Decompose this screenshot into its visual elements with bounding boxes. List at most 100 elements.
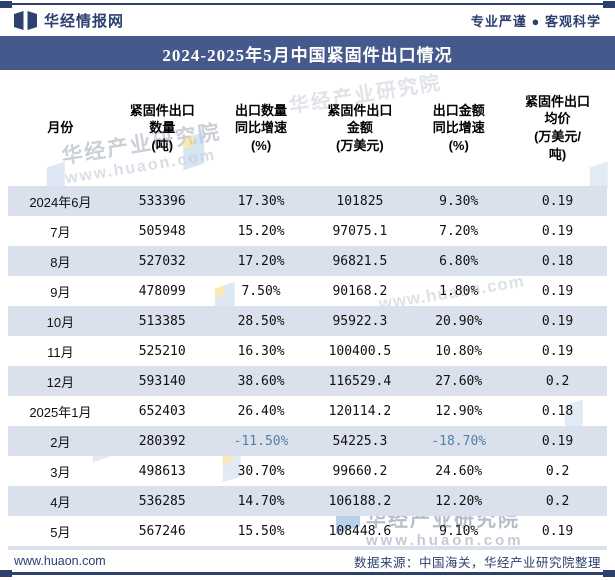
value-cell: 27.60% (409, 366, 509, 396)
month-cell: 10月 (8, 306, 113, 336)
brand-bar: 华经情报网 专业严谨 ● 客观科学 (0, 5, 615, 36)
value-cell: 30.70% (237, 463, 285, 479)
month-cell: 7月 (50, 224, 71, 240)
footer-data-source: 数据来源：中国海关，华经产业研究院整理 (353, 555, 601, 570)
value-cell: 536285 (112, 486, 212, 516)
value-cell: 0.19 (508, 306, 607, 336)
value-cell: 0.18 (541, 403, 574, 419)
table-header-row: 月份 紧固件出口 数量 (吨) 出口数量 同比增速 (%) 紧固件出口 金额 (万美元… (8, 70, 607, 186)
month-cell: 3月 (50, 464, 71, 480)
value-cell: 478099 (138, 283, 186, 299)
table-row: 9月 478099 7.50% 90168.2 1.80% 0.19 (8, 276, 607, 306)
table-row: 2025年1月 652403 26.40% 120114.2 12.90% 0.18 (8, 396, 607, 426)
value-cell: 101825 (310, 186, 410, 216)
value-cell: 10.80% (435, 343, 483, 359)
value-cell: 12.90% (435, 403, 483, 419)
value-cell: 7.20% (439, 223, 479, 239)
month-cell: 12月 (8, 366, 113, 396)
value-cell: 38.60% (211, 366, 311, 396)
value-cell: 6.80% (409, 246, 509, 276)
value-cell: 498613 (138, 463, 186, 479)
value-cell: 14.70% (211, 486, 311, 516)
value-cell: 16.30% (237, 343, 285, 359)
value-cell: 17.30% (211, 186, 311, 216)
value-cell: 24.60% (435, 463, 483, 479)
value-cell: 0.19 (541, 223, 574, 239)
huaon-book-logo-icon (14, 11, 37, 30)
month-cell: 9月 (50, 284, 71, 300)
month-cell: 2月 (8, 426, 113, 456)
value-cell: 0.18 (508, 246, 607, 276)
table-body: 2024年6月 533396 17.30% 101825 9.30% 0.19 7月 5059… (8, 186, 607, 546)
value-cell: 99660.2 (332, 463, 388, 479)
value-cell: 280392 (112, 426, 212, 456)
value-cell: 54225.3 (310, 426, 410, 456)
table-row: 10月 513385 28.50% 95922.3 20.90% 0.19 (8, 306, 607, 336)
footer-site-url: www.huaon.com (14, 554, 106, 568)
value-cell: 120114.2 (328, 403, 392, 419)
value-cell: 96821.5 (310, 246, 410, 276)
brand-slogan: 专业严谨 ● 客观科学 (470, 14, 601, 29)
table-row: 4月 536285 14.70% 106188.2 12.20% 0.2 (8, 486, 607, 516)
value-cell: 97075.1 (332, 223, 388, 239)
column-header-0: 月份 (47, 120, 74, 136)
value-cell: 9.10% (439, 523, 479, 539)
value-cell: 7.50% (241, 283, 281, 299)
value-cell: 17.20% (211, 246, 311, 276)
export-table: 月份 紧固件出口 数量 (吨) 出口数量 同比增速 (%) 紧固件出口 金额 (万美元… (8, 70, 607, 546)
value-cell: 527032 (112, 246, 212, 276)
footer: www.huaon.com 数据来源：中国海关，华经产业研究院整理 (0, 550, 615, 572)
value-cell: 0.2 (508, 366, 607, 396)
top-rule-left-cap (0, 1, 12, 8)
month-cell: 2024年6月 (8, 186, 113, 216)
value-cell: 1.80% (439, 283, 479, 299)
value-cell: 26.40% (237, 403, 285, 419)
bottom-rule-right-cap (603, 570, 615, 577)
value-cell: 95922.3 (310, 306, 410, 336)
value-cell: 28.50% (211, 306, 311, 336)
column-header-5: 紧固件出口 均价 (万美元/ 吨) (525, 93, 591, 162)
column-header-4: 出口金额 同比增速 (%) (432, 102, 485, 153)
top-rule (0, 3, 615, 5)
value-cell: 12.20% (409, 486, 509, 516)
value-cell: 9.30% (409, 186, 509, 216)
column-header-1: 紧固件出口 数量 (吨) (129, 102, 195, 153)
table-row: 12月 593140 38.60% 116529.4 27.60% 0.2 (8, 366, 607, 396)
value-cell: 567246 (138, 523, 186, 539)
value-cell: 652403 (138, 403, 186, 419)
value-cell: 533396 (112, 186, 212, 216)
export-table-wrap: 月份 紧固件出口 数量 (吨) 出口数量 同比增速 (%) 紧固件出口 金额 (万美元… (8, 70, 607, 546)
value-cell: 0.19 (508, 426, 607, 456)
value-cell: 116529.4 (310, 366, 410, 396)
table-row: 2月 280392 -11.50% 54225.3 -18.70% 0.19 (8, 426, 607, 456)
value-cell: 593140 (112, 366, 212, 396)
value-cell: 0.2 (545, 463, 570, 479)
table-row: 8月 527032 17.20% 96821.5 6.80% 0.18 (8, 246, 607, 276)
value-cell: 20.90% (409, 306, 509, 336)
value-cell: 513385 (112, 306, 212, 336)
value-cell: 0.19 (541, 283, 574, 299)
value-cell: 0.19 (541, 523, 574, 539)
value-cell: 100400.5 (328, 343, 392, 359)
month-cell: 8月 (8, 246, 113, 276)
value-cell: 108448.6 (328, 523, 392, 539)
month-cell: 4月 (8, 486, 113, 516)
value-cell: -11.50% (211, 426, 311, 456)
table-row: 11月 525210 16.30% 100400.5 10.80% 0.19 (8, 336, 607, 366)
month-cell: 5月 (50, 524, 71, 540)
top-rule-right-cap (603, 1, 615, 8)
table-row: 7月 505948 15.20% 97075.1 7.20% 0.19 (8, 216, 607, 246)
table-stripe-stub (8, 546, 607, 550)
value-cell: 525210 (138, 343, 186, 359)
value-cell: 0.19 (508, 186, 607, 216)
column-header-3: 紧固件出口 金额 (万美元) (327, 102, 393, 153)
value-cell: 90168.2 (332, 283, 388, 299)
table-row: 3月 498613 30.70% 99660.2 24.60% 0.2 (8, 456, 607, 486)
bottom-rule (0, 572, 615, 575)
column-header-2: 出口数量 同比增速 (%) (235, 102, 288, 153)
bottom-rule-left-cap (0, 570, 12, 577)
brand-left: 华经情报网 (14, 10, 124, 31)
value-cell: 15.50% (237, 523, 285, 539)
table-row: 2024年6月 533396 17.30% 101825 9.30% 0.19 (8, 186, 607, 216)
page-title: 2024-2025年5月中国紧固件出口情况 (0, 36, 615, 70)
